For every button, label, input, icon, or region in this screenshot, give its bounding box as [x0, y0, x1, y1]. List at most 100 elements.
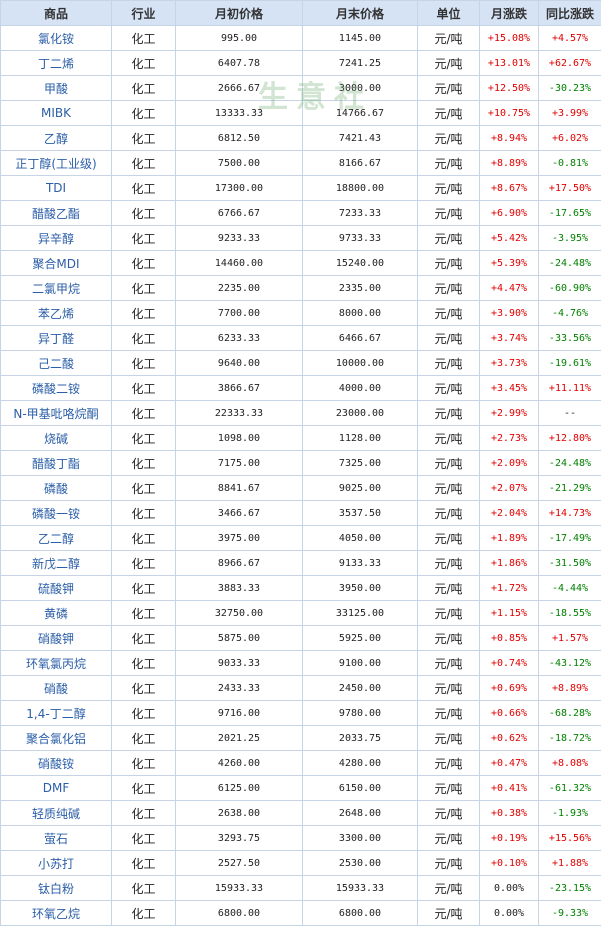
cell-product[interactable]: 氯化铵: [0, 25, 112, 51]
cell-end-price: 7241.25: [302, 50, 418, 76]
cell-yoy-change: -1.93%: [538, 800, 601, 826]
table-row: 丁二烯 化工 6407.78 7241.25 元/吨 +13.01% +62.67%: [0, 50, 601, 76]
cell-product[interactable]: 1,4-丁二醇: [0, 700, 112, 726]
cell-product[interactable]: 轻质纯碱: [0, 800, 112, 826]
cell-end-price: 9025.00: [302, 475, 418, 501]
col-header-monthly-change[interactable]: 月涨跌: [479, 0, 539, 26]
col-header-end-price[interactable]: 月末价格: [302, 0, 418, 26]
cell-product[interactable]: 甲酸: [0, 75, 112, 101]
col-header-start-price[interactable]: 月初价格: [175, 0, 303, 26]
cell-start-price: 4260.00: [175, 750, 303, 776]
cell-monthly-change: +0.47%: [479, 750, 539, 776]
cell-monthly-change: +0.69%: [479, 675, 539, 701]
cell-unit: 元/吨: [417, 150, 480, 176]
cell-industry: 化工: [111, 500, 176, 526]
cell-product[interactable]: 二氯甲烷: [0, 275, 112, 301]
cell-unit: 元/吨: [417, 725, 480, 751]
cell-industry: 化工: [111, 625, 176, 651]
cell-industry: 化工: [111, 200, 176, 226]
cell-product[interactable]: 异辛醇: [0, 225, 112, 251]
cell-start-price: 9233.33: [175, 225, 303, 251]
cell-product[interactable]: 乙醇: [0, 125, 112, 151]
table-row: 醋酸乙酯 化工 6766.67 7233.33 元/吨 +6.90% -17.65%: [0, 200, 601, 226]
cell-product[interactable]: 萤石: [0, 825, 112, 851]
cell-industry: 化工: [111, 525, 176, 551]
cell-start-price: 3866.67: [175, 375, 303, 401]
cell-monthly-change: +2.07%: [479, 475, 539, 501]
cell-product[interactable]: 己二酸: [0, 350, 112, 376]
cell-monthly-change: +5.42%: [479, 225, 539, 251]
cell-product[interactable]: MIBK: [0, 100, 112, 126]
cell-product[interactable]: 环氧乙烷: [0, 900, 112, 926]
cell-product[interactable]: 磷酸二铵: [0, 375, 112, 401]
cell-yoy-change: -17.49%: [538, 525, 601, 551]
col-header-yoy-change[interactable]: 同比涨跌: [538, 0, 601, 26]
cell-industry: 化工: [111, 100, 176, 126]
cell-unit: 元/吨: [417, 875, 480, 901]
cell-monthly-change: +13.01%: [479, 50, 539, 76]
cell-yoy-change: -61.32%: [538, 775, 601, 801]
cell-unit: 元/吨: [417, 550, 480, 576]
cell-yoy-change: -17.65%: [538, 200, 601, 226]
cell-product[interactable]: 硝酸钾: [0, 625, 112, 651]
cell-product[interactable]: 环氧氯丙烷: [0, 650, 112, 676]
cell-product[interactable]: 丁二烯: [0, 50, 112, 76]
cell-product[interactable]: 醋酸丁酯: [0, 450, 112, 476]
cell-product[interactable]: N-甲基吡咯烷酮: [0, 400, 112, 426]
cell-product[interactable]: 硫酸钾: [0, 575, 112, 601]
cell-yoy-change: -18.55%: [538, 600, 601, 626]
cell-end-price: 8166.67: [302, 150, 418, 176]
cell-start-price: 7700.00: [175, 300, 303, 326]
cell-monthly-change: +10.75%: [479, 100, 539, 126]
col-header-industry[interactable]: 行业: [111, 0, 176, 26]
cell-product[interactable]: 硝酸: [0, 675, 112, 701]
cell-product[interactable]: 磷酸一铵: [0, 500, 112, 526]
cell-unit: 元/吨: [417, 650, 480, 676]
cell-product[interactable]: DMF: [0, 775, 112, 801]
cell-monthly-change: +2.73%: [479, 425, 539, 451]
cell-start-price: 15933.33: [175, 875, 303, 901]
cell-product[interactable]: 烧碱: [0, 425, 112, 451]
cell-end-price: 8000.00: [302, 300, 418, 326]
cell-monthly-change: +8.89%: [479, 150, 539, 176]
cell-industry: 化工: [111, 50, 176, 76]
cell-product[interactable]: 苯乙烯: [0, 300, 112, 326]
cell-unit: 元/吨: [417, 50, 480, 76]
cell-end-price: 7325.00: [302, 450, 418, 476]
cell-product[interactable]: TDI: [0, 175, 112, 201]
cell-product[interactable]: 乙二醇: [0, 525, 112, 551]
cell-product[interactable]: 醋酸乙酯: [0, 200, 112, 226]
cell-yoy-change: +14.73%: [538, 500, 601, 526]
table-row: 新戊二醇 化工 8966.67 9133.33 元/吨 +1.86% -31.50%: [0, 550, 601, 576]
cell-industry: 化工: [111, 650, 176, 676]
cell-product[interactable]: 正丁醇(工业级): [0, 150, 112, 176]
col-header-unit[interactable]: 单位: [417, 0, 480, 26]
cell-yoy-change: -0.81%: [538, 150, 601, 176]
cell-yoy-change: +1.57%: [538, 625, 601, 651]
table-row: 钛白粉 化工 15933.33 15933.33 元/吨 0.00% -23.15%: [0, 875, 601, 901]
cell-monthly-change: +2.04%: [479, 500, 539, 526]
cell-monthly-change: +2.99%: [479, 400, 539, 426]
cell-product[interactable]: 黄磷: [0, 600, 112, 626]
cell-end-price: 2335.00: [302, 275, 418, 301]
cell-start-price: 6407.78: [175, 50, 303, 76]
cell-end-price: 9733.33: [302, 225, 418, 251]
cell-start-price: 2527.50: [175, 850, 303, 876]
cell-monthly-change: +0.85%: [479, 625, 539, 651]
cell-start-price: 9033.33: [175, 650, 303, 676]
header-row: 商品 行业 月初价格 月末价格 单位 月涨跌 同比涨跌: [0, 0, 601, 26]
cell-monthly-change: +8.67%: [479, 175, 539, 201]
cell-monthly-change: +1.15%: [479, 600, 539, 626]
cell-product[interactable]: 聚合MDI: [0, 250, 112, 276]
cell-product[interactable]: 异丁醛: [0, 325, 112, 351]
cell-product[interactable]: 硝酸铵: [0, 750, 112, 776]
cell-product[interactable]: 钛白粉: [0, 875, 112, 901]
cell-end-price: 9133.33: [302, 550, 418, 576]
cell-end-price: 4050.00: [302, 525, 418, 551]
cell-industry: 化工: [111, 450, 176, 476]
col-header-product[interactable]: 商品: [0, 0, 112, 26]
cell-product[interactable]: 聚合氯化铝: [0, 725, 112, 751]
cell-product[interactable]: 新戊二醇: [0, 550, 112, 576]
cell-product[interactable]: 磷酸: [0, 475, 112, 501]
cell-product[interactable]: 小苏打: [0, 850, 112, 876]
